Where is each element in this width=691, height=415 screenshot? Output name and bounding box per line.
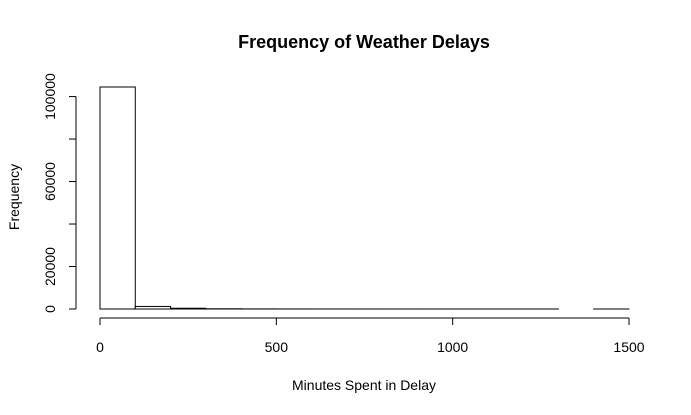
chart-title: Frequency of Weather Delays — [238, 32, 490, 52]
y-tick-label: 20000 — [42, 247, 58, 286]
histogram-bars — [99, 86, 630, 310]
histogram-bar — [134, 305, 172, 310]
x-axis: 0 500 1000 1500 — [96, 317, 645, 355]
y-tick-label: 0 — [42, 305, 58, 313]
histogram-bar — [99, 86, 136, 310]
y-tick-label: 60000 — [42, 162, 58, 201]
x-tick-label: 0 — [96, 339, 104, 355]
x-tick-label: 1000 — [437, 339, 468, 355]
y-axis: 0 20000 60000 100000 — [42, 73, 77, 313]
x-axis-label: Minutes Spent in Delay — [292, 377, 436, 393]
y-axis-label: Frequency — [6, 164, 22, 230]
x-tick-label: 500 — [265, 339, 289, 355]
x-tick-label: 1500 — [613, 339, 644, 355]
y-tick-label: 100000 — [42, 73, 58, 120]
histogram-bar — [170, 307, 207, 310]
